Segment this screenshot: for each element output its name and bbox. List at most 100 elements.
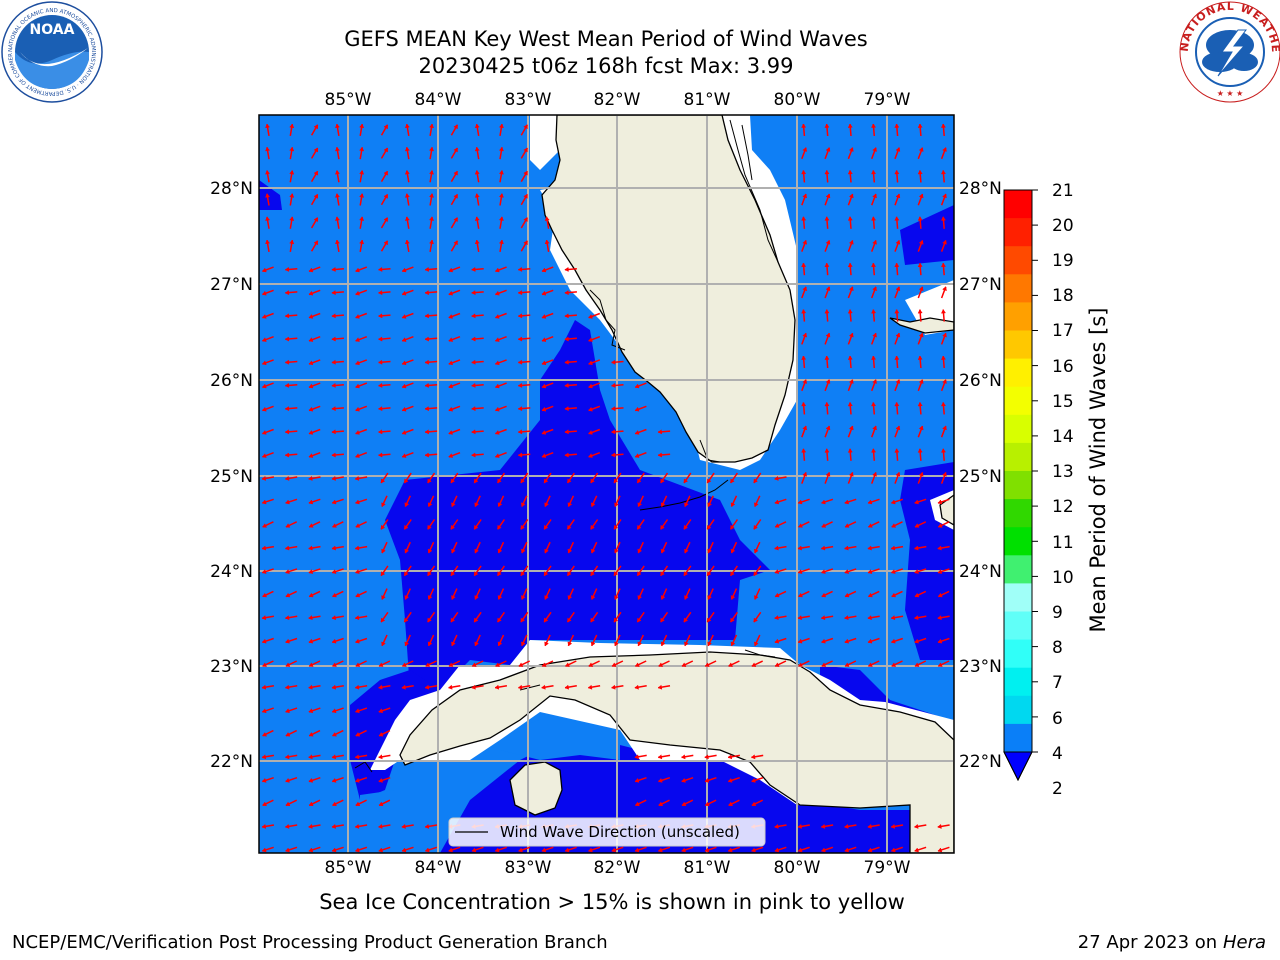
chart-subtitle: 20230425 t06z 168h fcst Max: 3.99 [418,54,794,78]
wind-wave-arrowhead [517,684,523,690]
wind-wave-arrowhead [404,548,410,554]
colorbar-segment [1004,527,1032,556]
wind-wave-arrowhead [471,847,477,853]
wind-wave-arrowhead [541,406,547,412]
wind-wave-arrowhead [474,641,480,647]
chart-title: GEFS MEAN Key West Mean Period of Wind W… [344,27,868,51]
wind-wave-arrowhead [308,337,314,342]
wind-wave-arrowhead [427,571,432,577]
wind-wave-arrowhead [261,777,267,783]
wind-wave-arrowhead [657,452,662,458]
wind-wave-arrowhead [497,502,503,508]
wind-wave-arrowhead [707,617,712,623]
sea-ice-note: Sea Ice Concentration > 15% is shown in … [319,890,905,914]
wind-wave-arrowhead [497,641,503,647]
wind-wave-arrowhead [541,453,547,458]
wind-wave-arrowhead [378,823,383,829]
lat-ticks-left: 28°N 27°N 26°N 25°N 24°N 23°N 22°N [210,179,253,772]
wind-wave-arrowhead [378,406,383,412]
wind-wave-arrowhead [448,313,454,319]
wind-wave-arrowhead [331,545,337,551]
wind-wave-arrowhead [918,193,924,199]
wind-wave-arrowhead [332,731,337,737]
wind-wave-arrowhead [890,823,896,829]
wind-wave-arrowhead [334,146,340,152]
wind-wave-arrowhead [867,823,872,829]
wind-wave-arrowhead [844,523,850,528]
map-area [259,115,954,853]
wind-wave-arrowhead [429,146,435,152]
wind-wave-arrowhead [914,592,920,598]
wind-wave-arrowhead [590,548,596,554]
wind-wave-arrowhead [424,847,430,853]
wind-wave-arrowhead [471,684,476,690]
wind-wave-arrowhead [940,216,946,221]
wind-wave-arrowhead [427,617,432,623]
wind-wave-arrowhead [471,429,476,435]
wind-wave-arrowhead [942,332,947,338]
colorbar-tick: 11 [1052,533,1074,553]
wind-wave-arrowhead [474,239,480,245]
wind-wave-arrowhead [890,499,896,505]
wind-wave-arrowhead [824,448,830,453]
wind-wave-arrowhead [588,662,594,667]
wind-wave-arrowhead [284,545,290,551]
wind-wave-arrowhead [354,475,360,481]
wind-wave-arrowhead [471,313,476,319]
wind-wave-arrowhead [494,337,500,342]
wind-wave-arrowhead [634,684,639,690]
wind-wave-arrowhead [821,592,827,598]
colorbar-tick: 15 [1052,392,1074,412]
wind-wave-arrowhead [378,266,383,272]
wind-wave-arrowhead [820,823,826,829]
wind-wave-arrowhead [797,569,803,574]
wind-wave-arrowhead [797,823,803,829]
wind-wave-arrowhead [404,170,410,175]
wind-wave-arrowhead [284,266,290,272]
wind-wave-arrowhead [331,475,337,481]
wind-wave-arrowhead [378,662,384,667]
wind-wave-arrowhead [331,452,336,458]
wind-wave-arrowhead [825,425,831,431]
wind-wave-arrowhead [704,847,710,853]
wind-wave-arrowhead [637,641,643,647]
wind-wave-arrowhead [848,332,854,338]
wind-wave-arrowhead [937,823,942,829]
wind-wave-arrowhead [520,617,526,623]
wind-wave-arrowhead [284,429,290,435]
wind-wave-arrowhead [872,425,877,431]
wind-wave-arrowhead [567,524,572,530]
wind-wave-arrowhead [285,592,291,598]
wind-wave-arrowhead [355,708,360,714]
svg-text:NATIONAL WEATHER SERVICE: NATIONAL WEATHER SERVICE [0,0,1280,54]
wind-wave-arrowhead [424,290,429,296]
wind-wave-arrowhead [354,823,360,829]
wind-wave-arrowhead [917,169,923,175]
wind-wave-arrowhead [359,193,365,198]
wind-wave-arrowhead [634,453,640,458]
wind-wave-arrowhead [261,406,267,412]
map-frame [258,114,955,854]
wind-wave-arrowhead [284,290,290,296]
wind-wave-arrowhead [637,595,643,600]
wind-wave-arrowhead [308,801,314,807]
wind-wave-arrowhead [707,478,712,484]
lon-tick-bottom: 82°W [594,858,641,878]
lat-tick-right: 22°N [959,752,1002,772]
colorbar-segment [1004,190,1032,219]
noaa-logo: NOAA NATIONAL OCEANIC AND ATMOSPHERIC AD… [0,0,103,103]
nws-stars: ★ ★ ★ [1217,89,1244,98]
wind-wave-arrowhead [517,336,523,342]
wind-wave-arrowhead [354,615,360,621]
wind-wave-arrowhead [313,193,318,199]
wind-wave-arrowhead [588,453,593,458]
wind-wave-arrowhead [453,170,458,176]
wind-wave-arrowhead [380,571,386,577]
wind-wave-arrowhead [424,336,429,342]
wind-wave-arrowhead [895,471,901,477]
wind-wave-arrowhead [471,406,476,412]
wind-wave-arrowhead [611,382,616,388]
wind-wave-arrowhead [541,360,547,366]
lat-tick-right: 25°N [959,467,1002,487]
wind-wave-arrowhead [730,617,735,623]
